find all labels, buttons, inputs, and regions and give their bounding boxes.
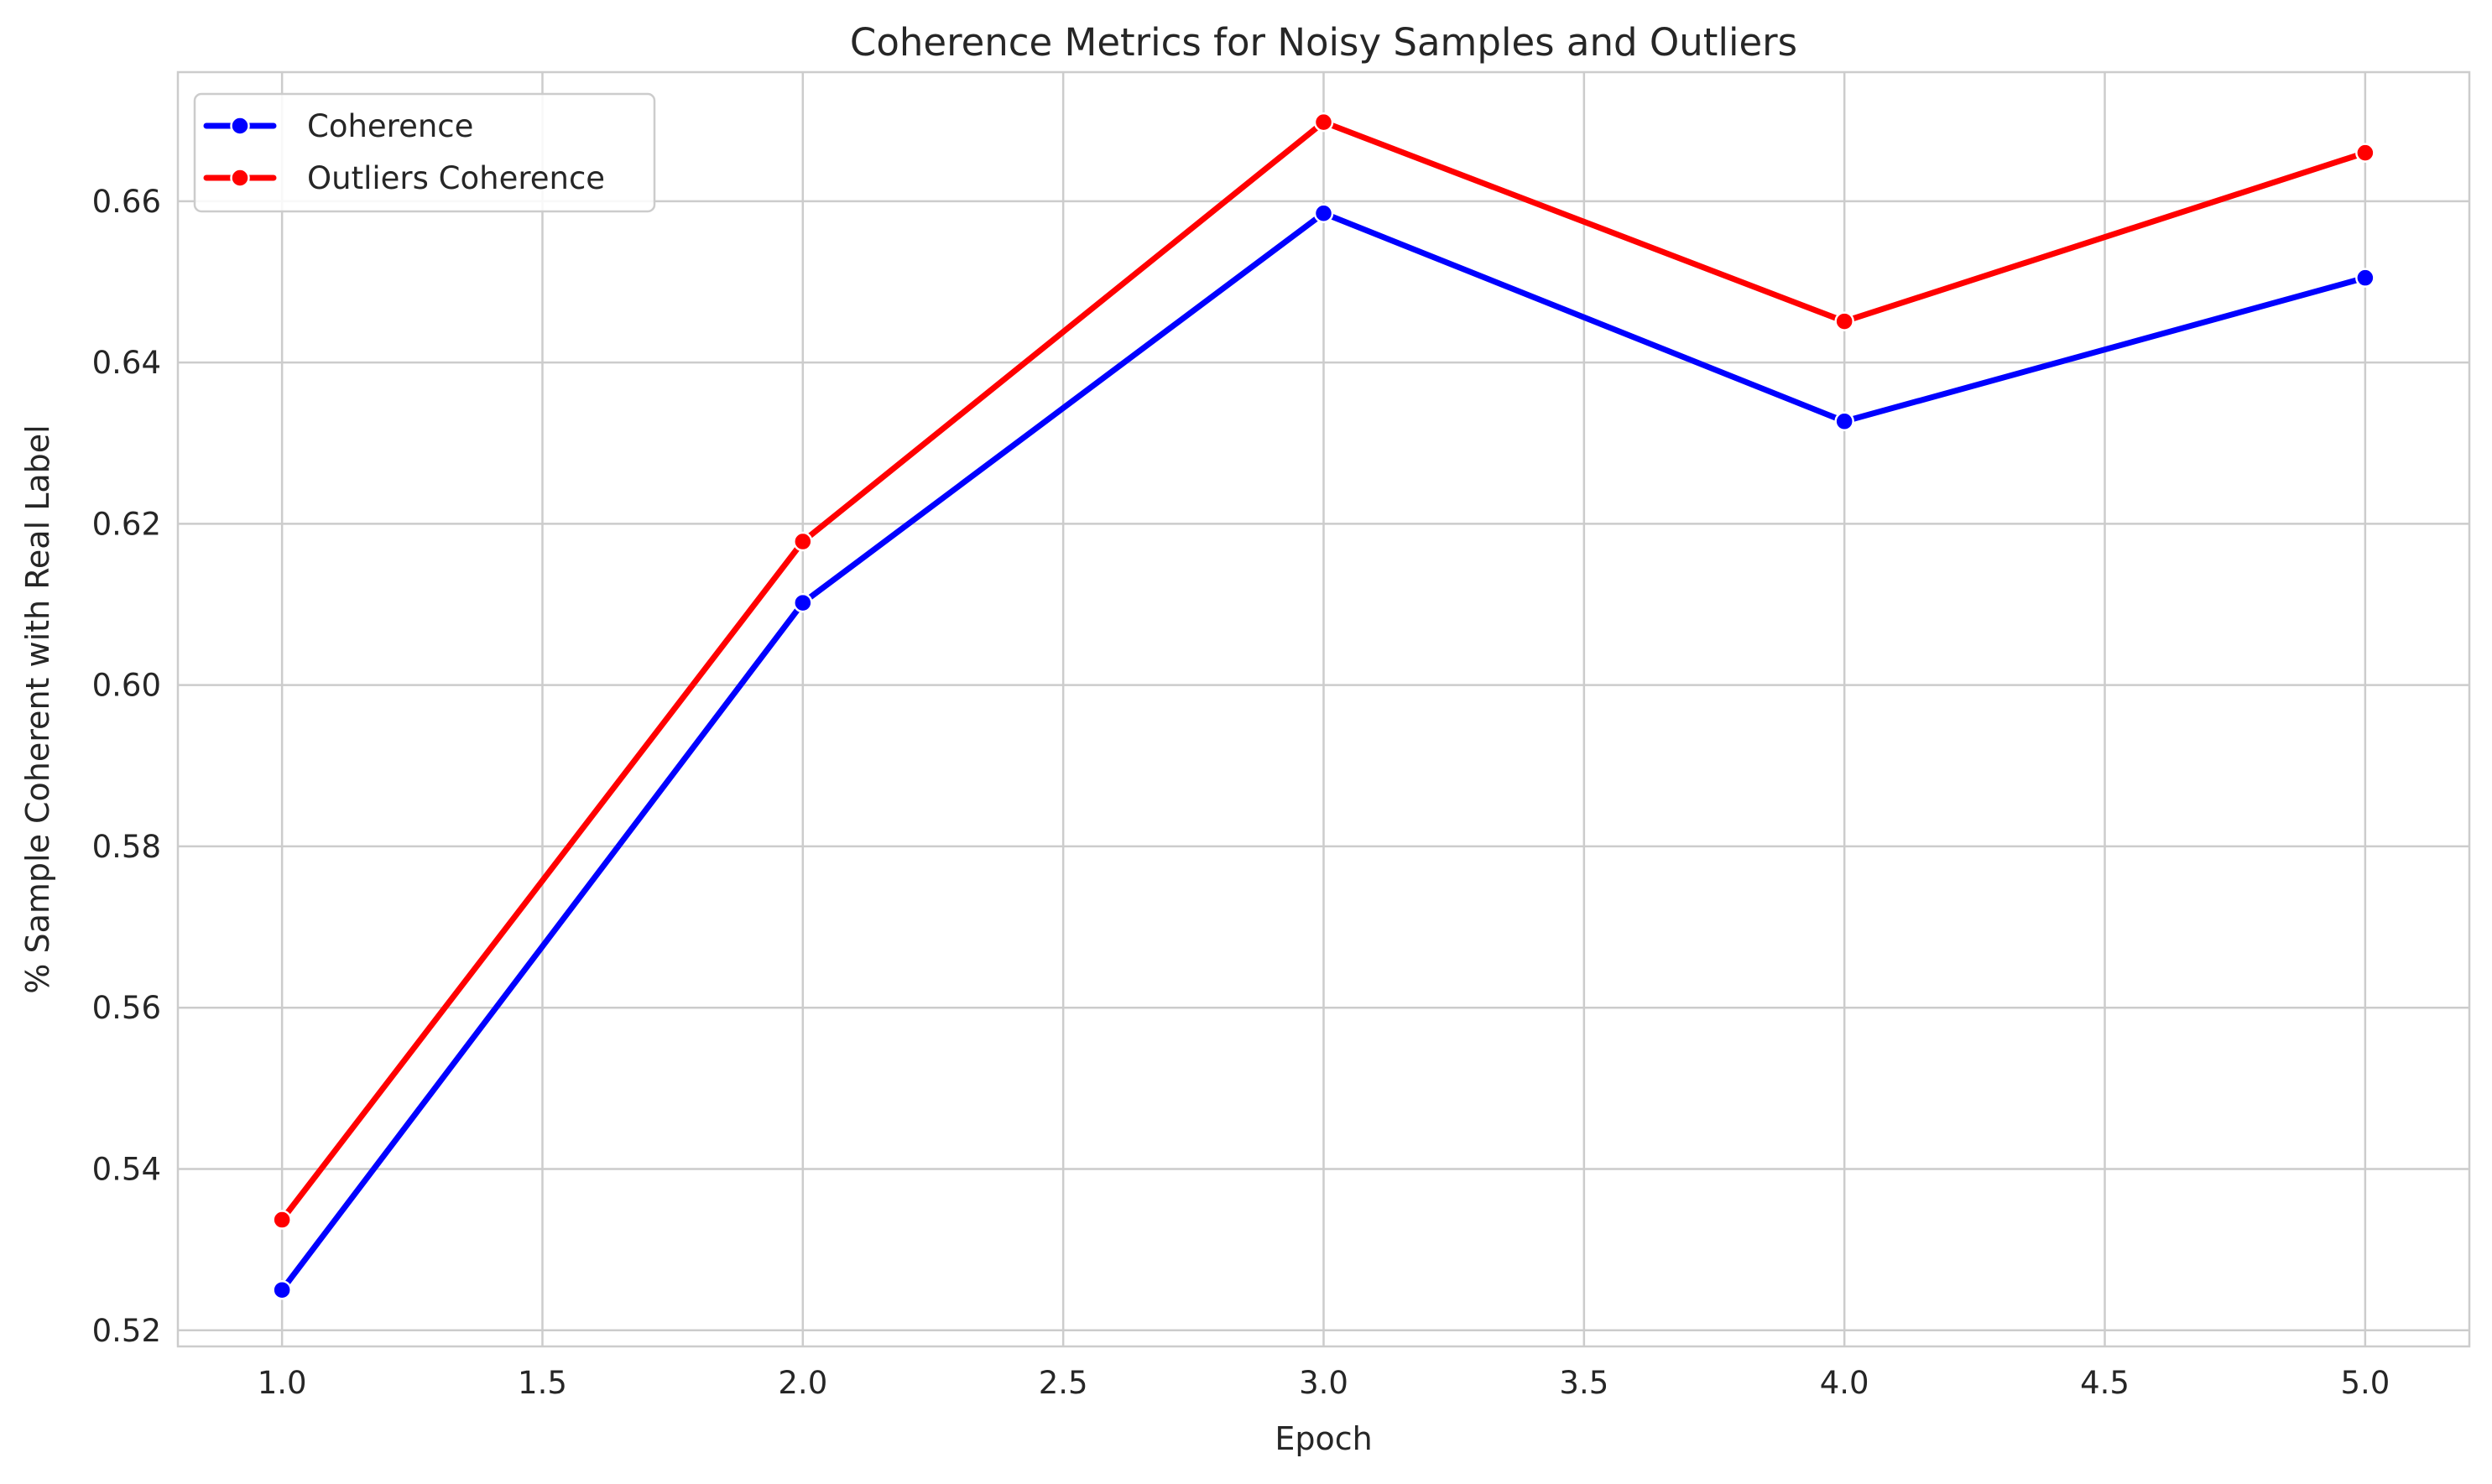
y-tick-label: 0.66 (92, 184, 161, 220)
x-tick-label: 1.0 (258, 1365, 307, 1401)
chart-title: Coherence Metrics for Noisy Samples and … (850, 20, 1797, 65)
x-tick-label: 1.5 (518, 1365, 567, 1401)
series-group (272, 112, 2375, 1300)
data-point (1834, 311, 1854, 331)
data-point (793, 531, 813, 552)
series-coherence (272, 203, 2375, 1300)
y-tick-label: 0.56 (92, 990, 161, 1026)
legend-box (193, 92, 656, 213)
y-tick-label: 0.52 (92, 1313, 161, 1349)
data-point (1313, 203, 1334, 223)
x-tick-label: 2.0 (778, 1365, 827, 1401)
x-tick-label: 2.5 (1039, 1365, 1088, 1401)
y-tick-label: 0.60 (92, 668, 161, 704)
legend-label: Coherence (307, 108, 473, 144)
x-axis-title: Epoch (1275, 1420, 1372, 1457)
x-tick-label: 4.0 (1820, 1365, 1869, 1401)
legend-entry: Coherence (203, 108, 473, 144)
data-point (2355, 143, 2375, 163)
y-axis-title: % Sample Coherent with Real Label (19, 424, 56, 993)
data-point (2355, 268, 2375, 288)
y-tick-label: 0.54 (92, 1151, 161, 1187)
legend-entry: Outliers Coherence (203, 160, 605, 196)
y-tick-label: 0.64 (92, 345, 161, 381)
data-point (793, 592, 813, 613)
x-tick-label: 4.5 (2080, 1365, 2130, 1401)
data-point (272, 1279, 292, 1300)
y-tick-label: 0.62 (92, 506, 161, 542)
x-tick-label: 5.0 (2340, 1365, 2390, 1401)
y-tick-label: 0.58 (92, 829, 161, 865)
grid (178, 72, 2469, 1346)
legend: Coherence Outliers Coherence (193, 92, 656, 213)
series-outliers-coherence (272, 112, 2375, 1230)
x-axis-ticks: 1.0 1.5 2.0 2.5 3.0 3.5 4.0 4.5 5.0 (258, 1365, 2390, 1401)
legend-marker (230, 116, 250, 136)
x-tick-label: 3.0 (1299, 1365, 1348, 1401)
plot-frame (176, 70, 2471, 1348)
x-tick-label: 3.5 (1559, 1365, 1608, 1401)
data-point (1834, 411, 1854, 432)
legend-marker (230, 168, 250, 188)
data-point (272, 1210, 292, 1230)
data-point (1313, 112, 1334, 133)
legend-label: Outliers Coherence (307, 160, 605, 196)
y-axis-ticks: 0.52 0.54 0.56 0.58 0.60 0.62 0.64 0.66 (92, 184, 161, 1349)
